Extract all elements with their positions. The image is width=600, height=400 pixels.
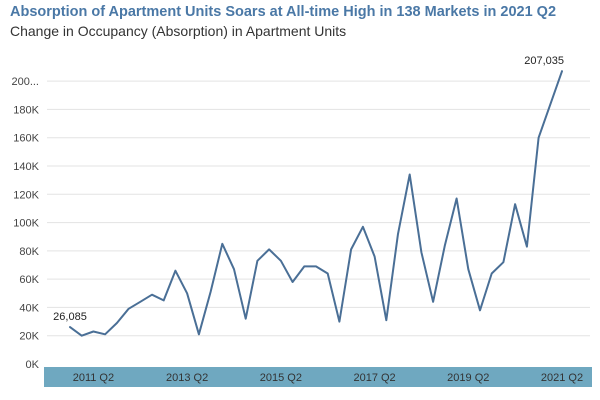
data-point xyxy=(466,267,470,271)
data-point xyxy=(185,291,189,295)
y-tick-label: 160K xyxy=(13,133,39,145)
x-tick-label: 2013 Q2 xyxy=(166,372,208,384)
data-point xyxy=(537,136,541,140)
data-point xyxy=(115,321,119,325)
data-point xyxy=(525,245,529,249)
data-point xyxy=(349,247,353,251)
data-point xyxy=(419,250,423,254)
data-point xyxy=(103,332,107,336)
series-line-absorption xyxy=(69,70,563,337)
data-point xyxy=(431,300,435,304)
data-point xyxy=(314,264,318,268)
data-point xyxy=(337,320,341,324)
data-point xyxy=(384,318,388,322)
y-tick-label: 140K xyxy=(13,161,39,173)
y-tick-label: 60K xyxy=(19,274,39,286)
y-tick-label: 180K xyxy=(13,104,39,116)
data-point xyxy=(361,225,365,229)
data-point xyxy=(173,269,177,273)
x-tick-label: 2019 Q2 xyxy=(447,372,489,384)
data-point xyxy=(396,232,400,236)
x-tick-label: 2021 Q2 xyxy=(541,372,583,384)
y-tick-label: 0K xyxy=(26,359,40,371)
data-point xyxy=(91,329,95,333)
data-point xyxy=(68,325,72,329)
data-point xyxy=(455,197,459,201)
data-point xyxy=(490,271,494,275)
data-point xyxy=(560,69,564,73)
data-label: 26,085 xyxy=(53,311,87,323)
x-tick-label: 2011 Q2 xyxy=(73,372,114,384)
y-tick-label: 40K xyxy=(19,302,39,314)
data-point xyxy=(279,259,283,263)
chart-title: Absorption of Apartment Units Soars at A… xyxy=(10,4,557,20)
y-tick-label: 100K xyxy=(13,218,39,230)
y-tick-label: 20K xyxy=(19,331,39,343)
data-point xyxy=(80,334,84,338)
x-tick-label: 2015 Q2 xyxy=(260,372,302,384)
data-point xyxy=(162,298,166,302)
data-point xyxy=(408,172,412,176)
y-tick-label: 120K xyxy=(13,189,39,201)
x-tick-label: 2017 Q2 xyxy=(353,372,395,384)
data-label: 207,035 xyxy=(524,55,564,67)
data-point xyxy=(138,300,142,304)
data-point xyxy=(302,264,306,268)
data-point xyxy=(232,267,236,271)
chart-subtitle: Change in Occupancy (Absorption) in Apar… xyxy=(10,23,347,39)
data-point xyxy=(197,332,201,336)
data-point xyxy=(127,307,131,311)
x-axis-band xyxy=(44,367,592,387)
data-point xyxy=(326,271,330,275)
data-point xyxy=(244,317,248,321)
y-tick-label: 80K xyxy=(19,246,39,258)
data-point xyxy=(220,242,224,246)
data-point xyxy=(291,280,295,284)
data-point xyxy=(443,243,447,247)
data-point xyxy=(209,290,213,294)
data-point xyxy=(267,247,271,251)
data-point xyxy=(478,308,482,312)
data-point xyxy=(373,255,377,259)
data-point xyxy=(501,260,505,264)
data-point xyxy=(150,293,154,297)
data-point xyxy=(255,259,259,263)
y-tick-label: 200... xyxy=(11,76,39,88)
data-point xyxy=(513,202,517,206)
